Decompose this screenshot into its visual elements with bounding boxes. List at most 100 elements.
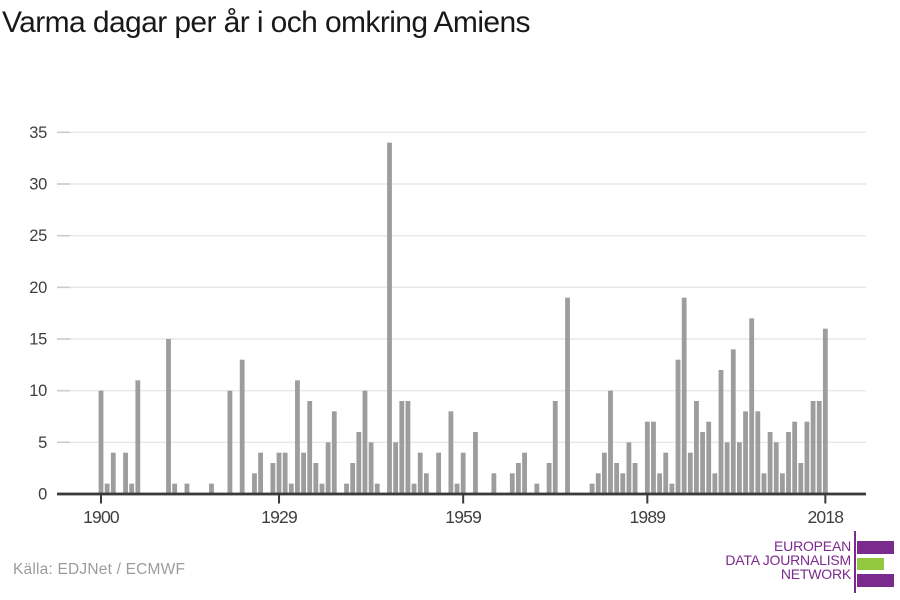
bar-year-1969 bbox=[522, 452, 527, 494]
bar-year-1981 bbox=[595, 473, 601, 494]
bar-year-1948 bbox=[393, 442, 399, 494]
bar-year-1997 bbox=[694, 401, 699, 494]
bar-year-1928 bbox=[270, 463, 276, 494]
logo-bar-green bbox=[857, 558, 884, 570]
bar-year-1904 bbox=[123, 452, 128, 494]
bar-year-1945 bbox=[374, 483, 380, 494]
bar-year-1984 bbox=[614, 463, 620, 494]
bar-year-1949 bbox=[399, 401, 405, 494]
bar-year-1990 bbox=[651, 421, 656, 494]
y-tick-label: 10 bbox=[29, 382, 47, 400]
bar-year-1989 bbox=[644, 421, 650, 494]
bar-year-1914 bbox=[184, 483, 190, 494]
bar-year-2009 bbox=[767, 432, 773, 494]
logo-line-1: EUROPEAN bbox=[774, 538, 851, 554]
bar-year-1958 bbox=[454, 483, 460, 494]
bar-year-1943 bbox=[362, 390, 368, 494]
logo-line-2: DATA JOURNALISM bbox=[725, 552, 851, 569]
bar-year-1942 bbox=[356, 432, 362, 494]
logo-vertical-rule bbox=[854, 531, 856, 593]
bar-year-2002 bbox=[724, 442, 730, 494]
x-tick-label: 1989 bbox=[629, 507, 665, 527]
bar-year-1912 bbox=[172, 483, 178, 494]
y-tick-label: 30 bbox=[29, 176, 47, 194]
bar-year-1900 bbox=[98, 390, 104, 494]
bar-year-1926 bbox=[258, 452, 263, 494]
bar-year-1999 bbox=[706, 421, 712, 494]
bar-year-1985 bbox=[620, 473, 626, 494]
bar-year-1905 bbox=[129, 483, 135, 494]
bar-year-1950 bbox=[405, 401, 411, 494]
bar-year-1931 bbox=[288, 483, 294, 494]
bar-year-2011 bbox=[779, 473, 785, 494]
bar-year-2000 bbox=[712, 473, 718, 494]
bar-year-2016 bbox=[810, 401, 816, 494]
bar-year-2005 bbox=[743, 411, 748, 494]
bar-year-1993 bbox=[669, 483, 675, 494]
bar-year-2001 bbox=[718, 370, 724, 494]
bar-year-2003 bbox=[730, 349, 736, 494]
bar-year-1918 bbox=[209, 483, 214, 494]
bar-year-1940 bbox=[344, 483, 349, 494]
bar-year-1957 bbox=[448, 411, 454, 494]
y-tick-label: 0 bbox=[38, 486, 47, 504]
bar-year-1976 bbox=[565, 297, 570, 494]
bar-year-1980 bbox=[589, 483, 595, 494]
x-axis-line bbox=[57, 492, 866, 496]
bar-year-2004 bbox=[737, 442, 742, 494]
bar-year-2006 bbox=[749, 318, 755, 494]
bar-year-2010 bbox=[773, 442, 779, 494]
bar-year-1929 bbox=[276, 452, 282, 494]
bar-year-1935 bbox=[313, 463, 319, 494]
y-tick-label: 5 bbox=[38, 434, 47, 452]
bar-year-1953 bbox=[423, 473, 429, 494]
page-title: Varma dagar per år i och omkring Amiens bbox=[2, 6, 531, 39]
bar-year-1952 bbox=[417, 452, 423, 494]
bar-year-1974 bbox=[552, 401, 558, 494]
x-tick-label: 1959 bbox=[445, 507, 481, 527]
bar-year-1998 bbox=[700, 432, 705, 494]
bar-year-1938 bbox=[331, 411, 337, 494]
bar-year-1934 bbox=[307, 401, 313, 494]
bar-year-1901 bbox=[104, 483, 110, 494]
bar-year-2014 bbox=[798, 463, 804, 494]
bar-year-1930 bbox=[282, 452, 288, 494]
x-tick-label: 1929 bbox=[261, 507, 297, 527]
bar-year-2015 bbox=[804, 421, 810, 494]
bar-year-2012 bbox=[786, 432, 791, 494]
y-tick-label: 25 bbox=[29, 227, 47, 245]
bar-year-2008 bbox=[761, 473, 767, 494]
edjn-logo-text: EUROPEAN DATA JOURNALISM NETWORK bbox=[725, 539, 851, 582]
y-tick-label: 35 bbox=[29, 124, 47, 142]
bar-year-1955 bbox=[436, 452, 442, 494]
bar-year-1968 bbox=[516, 463, 521, 494]
bar-year-1902 bbox=[110, 452, 116, 494]
bar-year-1982 bbox=[601, 452, 607, 494]
bar-year-1911 bbox=[166, 339, 171, 494]
bar-year-1961 bbox=[473, 432, 478, 494]
logo-line-3: NETWORK bbox=[780, 566, 851, 583]
bar-year-1996 bbox=[687, 452, 693, 494]
bar-year-1933 bbox=[301, 452, 306, 494]
bar-year-1923 bbox=[239, 359, 245, 494]
bar-year-1951 bbox=[411, 483, 417, 494]
y-tick-label: 15 bbox=[29, 331, 47, 349]
source-label: Källa: EDJNet / ECMWF bbox=[13, 561, 186, 578]
bar-year-2018 bbox=[822, 328, 828, 494]
bar-year-1967 bbox=[509, 473, 515, 494]
bar-year-1995 bbox=[681, 297, 687, 494]
bar-year-1992 bbox=[663, 452, 669, 494]
logo-bar-purple-top bbox=[857, 541, 894, 554]
bar-year-1941 bbox=[350, 463, 356, 494]
bar-year-1959 bbox=[460, 452, 466, 494]
bar-year-2017 bbox=[816, 401, 822, 494]
bar-year-1936 bbox=[319, 483, 325, 494]
bar-year-1944 bbox=[368, 442, 374, 494]
bar-year-1925 bbox=[252, 473, 257, 494]
bar-year-1983 bbox=[608, 390, 613, 494]
bar-year-1994 bbox=[675, 359, 681, 494]
bar-year-1906 bbox=[135, 380, 141, 494]
y-tick-label: 20 bbox=[29, 279, 47, 297]
bar-year-1987 bbox=[632, 463, 638, 494]
